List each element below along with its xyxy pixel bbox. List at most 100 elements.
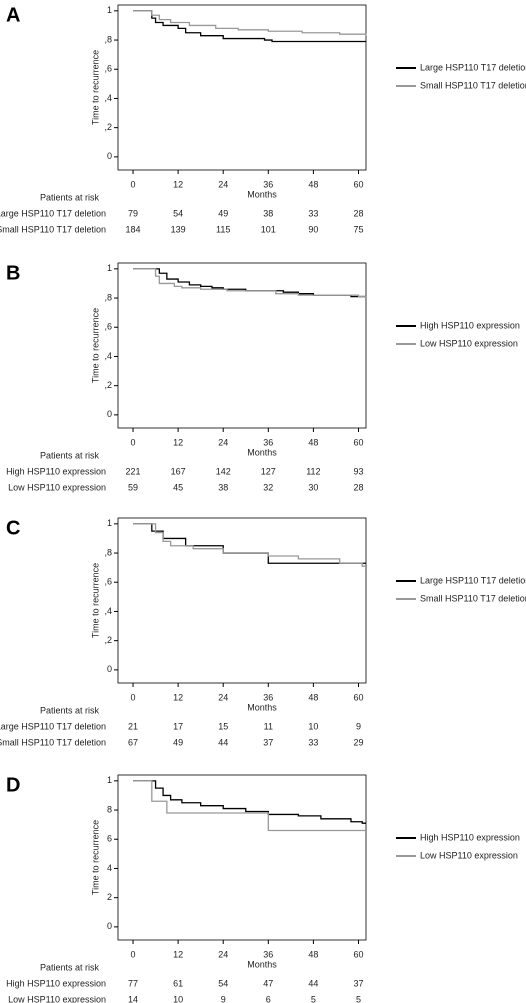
x-tick-label: 24 bbox=[218, 179, 228, 189]
x-tick-label: 36 bbox=[263, 179, 273, 189]
plot-frame bbox=[117, 774, 367, 941]
risk-count: 10 bbox=[308, 721, 318, 731]
risk-count: 32 bbox=[263, 482, 273, 492]
y-tick-label: ,4 bbox=[104, 606, 112, 616]
y-tick-label: 0 bbox=[107, 921, 112, 931]
y-tick-label: 4 bbox=[107, 863, 112, 873]
survival-curve bbox=[133, 523, 366, 564]
y-tick-label: 0 bbox=[107, 664, 112, 674]
risk-count: 54 bbox=[173, 208, 183, 218]
x-tick-label: 36 bbox=[263, 692, 273, 702]
risk-row-label: Large HSP110 T17 deletion bbox=[0, 208, 106, 218]
survival-curve bbox=[133, 780, 366, 824]
risk-title: Patients at risk bbox=[40, 450, 100, 460]
plot-frame bbox=[117, 517, 367, 684]
risk-count: 38 bbox=[263, 208, 273, 218]
risk-count: 9 bbox=[356, 721, 361, 731]
panel-label: D bbox=[6, 774, 20, 796]
legend-label: Low HSP110 expression bbox=[420, 338, 518, 348]
x-tick-label: 36 bbox=[263, 949, 273, 959]
risk-count: 5 bbox=[311, 994, 316, 1003]
risk-count: 75 bbox=[353, 224, 363, 234]
legend-label: High HSP110 expression bbox=[420, 320, 520, 330]
x-tick-label: 12 bbox=[173, 949, 183, 959]
risk-count: 38 bbox=[218, 482, 228, 492]
panel-label: A bbox=[6, 4, 20, 26]
legend-label: Large HSP110 T17 deletion bbox=[420, 62, 526, 72]
x-axis-label: Months bbox=[247, 959, 277, 969]
risk-count: 33 bbox=[308, 737, 318, 747]
survival-curve bbox=[133, 10, 367, 36]
y-tick-label: ,6 bbox=[104, 577, 112, 587]
x-tick-label: 60 bbox=[353, 949, 363, 959]
x-tick-label: 48 bbox=[308, 692, 318, 702]
x-tick-label: 48 bbox=[308, 949, 318, 959]
risk-count: 67 bbox=[128, 737, 138, 747]
y-tick-label: 0 bbox=[107, 409, 112, 419]
risk-count: 44 bbox=[218, 737, 228, 747]
x-tick-label: 12 bbox=[173, 692, 183, 702]
risk-title: Patients at risk bbox=[40, 962, 100, 972]
risk-count: 49 bbox=[173, 737, 183, 747]
risk-count: 5 bbox=[356, 994, 361, 1003]
legend-label: Small HSP110 T17 deletion bbox=[420, 593, 526, 603]
y-axis-label: Time to recurrence bbox=[90, 50, 100, 125]
risk-title: Patients at risk bbox=[40, 192, 100, 202]
risk-count: 11 bbox=[264, 721, 273, 731]
risk-row-label: High HSP110 expression bbox=[6, 466, 106, 476]
risk-count: 29 bbox=[353, 737, 363, 747]
risk-count: 139 bbox=[171, 224, 186, 234]
plot-frame bbox=[117, 4, 367, 171]
x-tick-label: 36 bbox=[263, 437, 273, 447]
risk-count: 17 bbox=[173, 721, 183, 731]
y-tick-label: 2 bbox=[107, 892, 112, 902]
x-tick-label: 24 bbox=[218, 437, 228, 447]
risk-count: 6 bbox=[266, 994, 271, 1003]
y-tick-label: ,6 bbox=[104, 64, 112, 74]
risk-count: 44 bbox=[308, 978, 318, 988]
y-tick-label: ,8 bbox=[104, 34, 112, 44]
x-axis-label: Months bbox=[247, 702, 277, 712]
survival-curve bbox=[133, 268, 367, 299]
risk-count: 115 bbox=[216, 224, 230, 234]
y-tick-label: ,6 bbox=[104, 322, 112, 332]
x-tick-label: 12 bbox=[173, 437, 183, 447]
risk-count: 21 bbox=[128, 721, 138, 731]
risk-count: 37 bbox=[353, 978, 363, 988]
risk-row-label: Low HSP110 expression bbox=[8, 482, 106, 492]
x-axis-label: Months bbox=[247, 189, 277, 199]
risk-count: 49 bbox=[218, 208, 228, 218]
risk-count: 9 bbox=[221, 994, 226, 1003]
y-tick-label: 1 bbox=[107, 775, 112, 785]
y-tick-label: ,2 bbox=[104, 380, 112, 390]
y-tick-label: ,8 bbox=[104, 547, 112, 557]
survival-curve bbox=[133, 10, 366, 43]
risk-count: 54 bbox=[218, 978, 228, 988]
y-axis-label: Time to recurrence bbox=[90, 308, 100, 383]
x-axis-label: Months bbox=[247, 447, 277, 457]
survival-curve bbox=[133, 780, 366, 832]
risk-count: 28 bbox=[353, 208, 363, 218]
y-tick-label: 6 bbox=[107, 834, 112, 844]
y-tick-label: 1 bbox=[107, 263, 112, 273]
plot-frame bbox=[117, 262, 367, 429]
x-tick-label: 48 bbox=[308, 437, 318, 447]
y-tick-label: ,4 bbox=[104, 351, 112, 361]
risk-count: 93 bbox=[353, 466, 363, 476]
y-tick-label: ,4 bbox=[104, 93, 112, 103]
x-tick-label: 48 bbox=[308, 179, 318, 189]
risk-title: Patients at risk bbox=[40, 705, 100, 715]
risk-count: 221 bbox=[126, 466, 141, 476]
panel-label: B bbox=[6, 262, 20, 284]
risk-row-label: Small HSP110 T17 deletion bbox=[0, 737, 106, 747]
risk-count: 30 bbox=[308, 482, 318, 492]
y-tick-label: 1 bbox=[107, 518, 112, 528]
risk-count: 33 bbox=[308, 208, 318, 218]
risk-count: 10 bbox=[173, 994, 183, 1003]
risk-count: 79 bbox=[128, 208, 138, 218]
risk-count: 14 bbox=[128, 994, 138, 1003]
risk-count: 61 bbox=[173, 978, 183, 988]
x-tick-label: 0 bbox=[131, 179, 136, 189]
risk-count: 47 bbox=[263, 978, 273, 988]
